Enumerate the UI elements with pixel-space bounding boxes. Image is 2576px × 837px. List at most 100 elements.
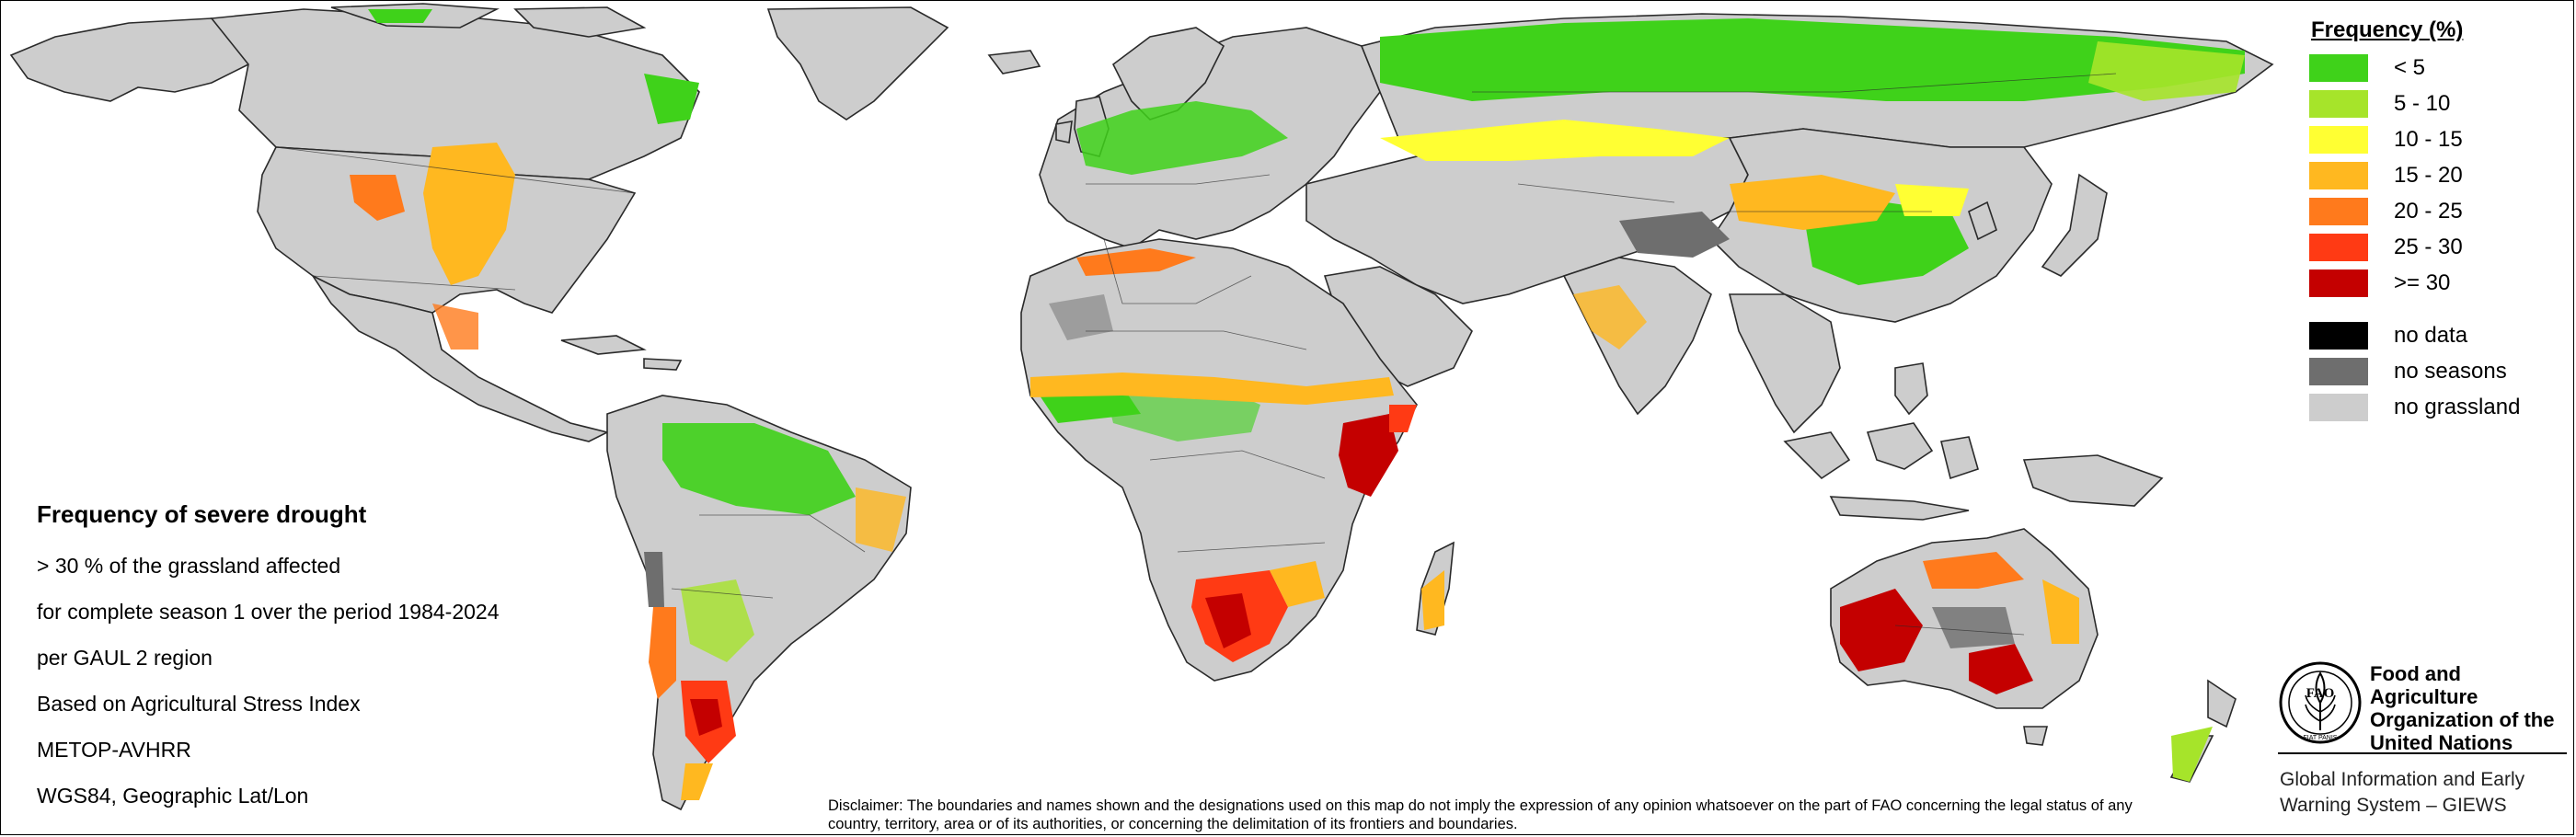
region-high-horn: [1339, 414, 1398, 497]
legend-class-label: >= 30: [2394, 269, 2451, 295]
legend-title: Frequency (%): [2311, 17, 2464, 42]
legend-other-swatch: [2309, 321, 2368, 350]
region-mid-mexico: [432, 304, 478, 350]
land-indonesia: [1783, 422, 2164, 521]
legend-class-swatch: [2309, 125, 2368, 154]
region-mid-chile: [649, 607, 676, 699]
legend-gap: [2309, 301, 2567, 317]
legend-other-label: no seasons: [2394, 358, 2507, 384]
fao-name-line-2: Organization of the: [2370, 708, 2555, 731]
fao-logo-icon: FAO FIAT PANIS: [2279, 661, 2362, 744]
region-mid-madagascar: [1421, 570, 1444, 630]
legend-class-swatch: [2309, 89, 2368, 118]
region-noseason-tibet: [1619, 212, 1730, 258]
legend-class-label: < 5: [2394, 54, 2426, 80]
legend-classes: < 5 5 - 10 10 - 15 15 - 20 20 - 25 25 - 30 >= …: [2309, 50, 2567, 301]
legend-class-row: < 5: [2309, 50, 2567, 86]
land-tasmania: [2023, 726, 2049, 746]
legend-class-row: >= 30: [2309, 265, 2567, 301]
legend-other-row: no grassland: [2309, 389, 2567, 425]
region-mid-aus-east: [2042, 579, 2079, 644]
region-mid-usa-west: [350, 175, 405, 221]
legend-class-swatch: [2309, 161, 2368, 189]
giews-line-1: Global Information and Early: [2280, 769, 2525, 790]
disclaimer: Disclaimer: The boundaries and names sho…: [828, 797, 2133, 832]
region-mid-brazil-ne: [856, 487, 906, 552]
region-mid-china-n: [1895, 184, 1969, 216]
region-noseason-aus: [1932, 607, 2015, 648]
region-mid-steppe: [1380, 120, 1730, 161]
legend-class-row: 25 - 30: [2309, 229, 2567, 265]
region-mid-maghreb: [1076, 248, 1196, 276]
info-line-projection: WGS84, Geographic Lat/Lon: [37, 784, 309, 808]
land-japan: [1968, 173, 2108, 277]
info-line-period: for complete season 1 over the period 19…: [37, 600, 500, 624]
info-title: Frequency of severe drought: [37, 500, 367, 528]
region-mid-patagonia: [681, 763, 713, 800]
region-high-aus-west: [1840, 589, 1923, 671]
region-low-nz: [2171, 727, 2213, 782]
region-high-aus-south: [1969, 644, 2033, 694]
land-se-asia: [1728, 293, 1841, 434]
legend-class-row: 20 - 25: [2309, 193, 2567, 229]
fao-name-line-3: United Nations: [2370, 731, 2513, 754]
region-mid-zambia: [1270, 561, 1325, 607]
region-noseason-sahara: [1049, 294, 1113, 340]
legend-other-row: no seasons: [2309, 353, 2567, 389]
giews-label: Global Information and Early Warning Sys…: [2280, 767, 2574, 819]
region-lg-sa-south: [681, 579, 754, 662]
land-mexico: [310, 273, 610, 442]
legend-class-swatch: [2309, 233, 2368, 261]
fao-name: Food and Agriculture Organization of the…: [2370, 662, 2572, 754]
info-line-gaul: per GAUL 2 region: [37, 646, 213, 670]
region-low-amazon: [662, 423, 856, 515]
region-low-canada: [368, 9, 699, 124]
info-line-sensor: METOP-AVHRR: [37, 738, 191, 762]
region-mid-mongolia: [1730, 175, 1895, 230]
region-lg-eurasia: [2088, 41, 2245, 101]
region-noseason-chile: [644, 552, 664, 607]
legend-other-row: no data: [2309, 317, 2567, 353]
legend-class-swatch: [2309, 53, 2368, 82]
land-greenland: [766, 6, 949, 120]
info-line-affected: > 30 % of the grassland affected: [37, 554, 341, 578]
legend-class-row: 15 - 20: [2309, 157, 2567, 193]
fao-divider: [2278, 752, 2567, 754]
giews-line-2: Warning System – GIEWS: [2280, 795, 2507, 816]
region-mid-sahel: [1030, 373, 1394, 405]
region-high-argentina-core: [690, 699, 722, 736]
legend-other: no data no seasons no grassland: [2309, 317, 2567, 425]
legend-class-label: 25 - 30: [2394, 234, 2463, 259]
fao-logo-motto: FIAT PANIS: [2304, 735, 2338, 741]
land-india: [1562, 257, 1712, 416]
legend-class-label: 10 - 15: [2394, 126, 2463, 152]
legend-class-swatch: [2309, 197, 2368, 225]
legend-class-label: 15 - 20: [2394, 162, 2463, 188]
legend-class-swatch: [2309, 269, 2368, 297]
region-high-namibia-core: [1205, 593, 1251, 648]
land-alaska: [9, 17, 259, 102]
legend-other-swatch: [2309, 393, 2368, 421]
region-mid-aus-north: [1923, 552, 2024, 589]
land-caribbean: [560, 335, 683, 371]
legend-other-swatch: [2309, 357, 2368, 385]
map-info: Frequency of severe drought > 30 % of th…: [37, 497, 607, 819]
region-high-horn-2: [1389, 405, 1417, 432]
legend-other-label: no data: [2394, 322, 2468, 348]
region-mid-northamerica: [423, 143, 515, 285]
region-mid-india: [1573, 285, 1647, 350]
legend-class-row: 10 - 15: [2309, 121, 2567, 157]
region-low-europe: [1076, 101, 1288, 175]
land-iceland: [987, 50, 1041, 75]
drought-overlays: [350, 9, 2245, 800]
legend: Frequency (%) < 5 5 - 10 10 - 15 15 - 20 20 …: [2309, 17, 2567, 425]
info-line-index: Based on Agricultural Stress Index: [37, 692, 361, 716]
fao-logo-letters: FAO: [2306, 686, 2335, 701]
land-philippines: [1894, 362, 1928, 416]
legend-class-row: 5 - 10: [2309, 86, 2567, 121]
legend-other-label: no grassland: [2394, 394, 2521, 419]
legend-class-label: 5 - 10: [2394, 90, 2451, 116]
world-map: [9, 3, 2274, 811]
legend-class-label: 20 - 25: [2394, 198, 2463, 224]
